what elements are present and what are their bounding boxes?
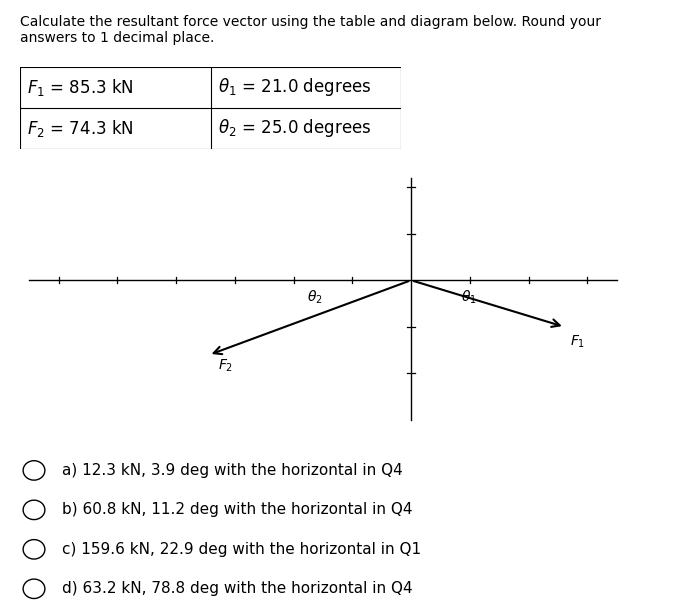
Text: $F_1$ = 85.3 kN: $F_1$ = 85.3 kN <box>27 76 134 98</box>
Text: $\theta_1$: $\theta_1$ <box>461 288 477 306</box>
Text: a) 12.3 kN, 3.9 deg with the horizontal in Q4: a) 12.3 kN, 3.9 deg with the horizontal … <box>62 463 403 478</box>
Text: $\theta_1$ = 21.0 degrees: $\theta_1$ = 21.0 degrees <box>218 76 371 98</box>
Text: Calculate the resultant force vector using the table and diagram below. Round yo: Calculate the resultant force vector usi… <box>20 15 601 46</box>
Text: c) 159.6 kN, 22.9 deg with the horizontal in Q1: c) 159.6 kN, 22.9 deg with the horizonta… <box>62 542 421 557</box>
Text: $F_2$ = 74.3 kN: $F_2$ = 74.3 kN <box>27 118 134 139</box>
Text: $\theta_2$: $\theta_2$ <box>307 288 323 306</box>
Text: b) 60.8 kN, 11.2 deg with the horizontal in Q4: b) 60.8 kN, 11.2 deg with the horizontal… <box>62 503 412 517</box>
Text: $F_1$: $F_1$ <box>571 334 585 350</box>
Text: $F_2$: $F_2$ <box>218 358 233 374</box>
Text: d) 63.2 kN, 78.8 deg with the horizontal in Q4: d) 63.2 kN, 78.8 deg with the horizontal… <box>62 582 413 596</box>
Text: $\theta_2$ = 25.0 degrees: $\theta_2$ = 25.0 degrees <box>218 117 371 139</box>
